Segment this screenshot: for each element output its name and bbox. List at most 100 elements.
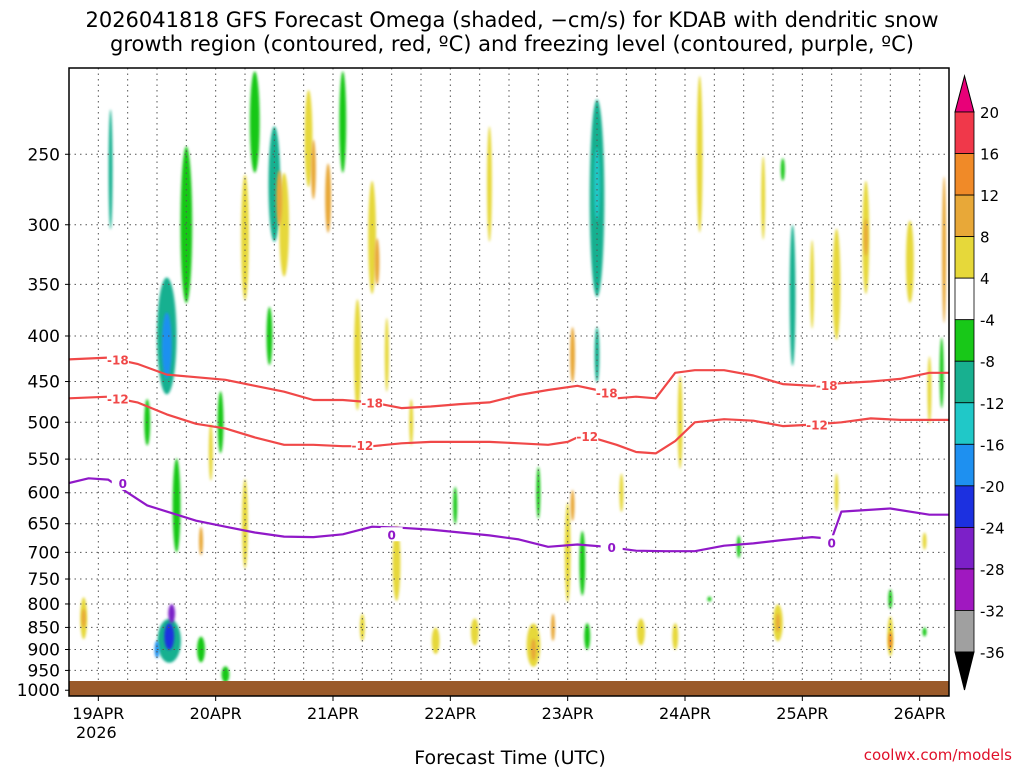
omega-cell <box>266 306 273 366</box>
y-tick-label: 850 <box>28 618 60 638</box>
contour-label-bg <box>600 539 623 554</box>
colorbar-label: -36 <box>980 644 1005 662</box>
omega-cell <box>707 596 712 602</box>
y-tick-label: 250 <box>28 145 60 165</box>
omega-cell <box>199 526 203 556</box>
colorbar-label: -32 <box>980 602 1005 620</box>
chart-title-line-2: growth region (contoured, red, ºC) and f… <box>110 32 914 56</box>
omega-cell <box>108 109 113 230</box>
x-tick-label: 22APR <box>424 704 476 723</box>
omega-cell <box>249 71 260 173</box>
omega-cell <box>905 220 914 303</box>
omega-cell <box>217 391 224 454</box>
contour-label-bg <box>576 428 599 443</box>
omega-cell <box>942 176 947 324</box>
colorbar-bottom-arrow <box>954 651 975 691</box>
omega-cell <box>832 228 841 340</box>
omega-cell <box>339 71 347 173</box>
colorbar-band <box>954 153 975 196</box>
contour-label: -12 <box>806 419 828 433</box>
contour-label-bg <box>820 535 843 550</box>
plot-frame <box>68 67 950 697</box>
omega-cell <box>922 532 927 550</box>
colorbar-label: -16 <box>980 436 1005 454</box>
contour-lines: -18 -18 -18 -18 -12 -12 -12 -12 0 0 0 0 <box>69 352 949 555</box>
omega-cell <box>470 618 479 646</box>
contour-line <box>69 356 949 410</box>
colorbar-label: 8 <box>980 229 990 247</box>
site-credit: coolwx.com/models <box>863 746 1012 764</box>
contour-label-bg <box>380 527 403 542</box>
y-tick-label: 800 <box>28 595 60 615</box>
omega-cell <box>696 75 703 233</box>
contour-label: -12 <box>351 439 373 453</box>
omega-cell <box>922 627 927 637</box>
colorbar-label: 16 <box>980 146 999 164</box>
colorbar-label: 4 <box>980 270 990 288</box>
omega-cell <box>392 525 401 601</box>
colorbar-label: -24 <box>980 519 1005 537</box>
y-tick-label: 350 <box>28 275 60 295</box>
omega-cell <box>584 623 591 650</box>
colorbar-top-arrow <box>954 74 975 113</box>
omega-cell <box>325 163 332 233</box>
colorbar-band <box>954 402 975 445</box>
omega-cell <box>637 618 645 646</box>
x-tick-label: 23APR <box>542 704 594 723</box>
contour-label: 0 <box>119 477 127 491</box>
omega-cell <box>81 608 86 628</box>
x-tick-label: 19APR <box>72 704 124 723</box>
omega-cell <box>672 623 679 650</box>
colorbar-band <box>954 236 975 279</box>
contour-label: -18 <box>361 396 383 410</box>
y-tick-label: 700 <box>28 543 60 563</box>
colorbar-label: -28 <box>980 561 1005 579</box>
x-tick-label: 26APR <box>894 704 946 723</box>
y-tick-label: 900 <box>28 641 60 661</box>
colorbar-label: 20 <box>980 104 999 122</box>
contour-label-bg <box>106 352 129 367</box>
omega-cell <box>374 238 380 286</box>
y-tick-label: 750 <box>28 570 60 590</box>
colorbar-band <box>954 610 975 653</box>
omega-cell <box>789 224 796 366</box>
omega-cell <box>927 356 932 424</box>
contour-label: -12 <box>107 392 129 406</box>
omega-cell <box>736 535 741 558</box>
omega-cell <box>359 613 365 642</box>
ground-layer <box>69 681 949 696</box>
colorbar-band <box>954 319 975 362</box>
omega-cell <box>453 486 458 525</box>
y-tick-label: 500 <box>28 413 60 433</box>
contour-label-bg <box>106 391 129 406</box>
omega-cell <box>834 473 839 513</box>
contour-label-bg <box>806 417 828 432</box>
omega-cell <box>164 623 175 650</box>
x-tick-label: 25APR <box>776 704 828 723</box>
y-tick-label: 550 <box>28 450 60 470</box>
contour-line <box>69 395 949 455</box>
contour-label: 0 <box>607 541 615 555</box>
omega-cell <box>619 473 624 513</box>
chart-title: 2026041818 GFS Forecast Omega (shaded, −… <box>0 8 1024 56</box>
x-tick-sublabel: 2026 <box>76 723 117 742</box>
colorbar-band <box>954 194 975 238</box>
omega-cell <box>775 613 780 633</box>
colorbar: 20 16 12 8 4 -4 -8 -12 -16 -20 -24 -28 -32 -36 <box>954 74 1005 691</box>
x-tick-label: 24APR <box>659 704 711 723</box>
chart-title-line-1: 2026041818 GFS Forecast Omega (shaded, −… <box>85 8 939 32</box>
omega-cell <box>221 666 230 683</box>
omega-cell <box>570 489 575 522</box>
colorbar-band <box>954 568 975 611</box>
contour-label: 0 <box>387 528 395 542</box>
omega-cell <box>276 170 283 226</box>
colorbar-label: 12 <box>980 187 999 205</box>
colorbar-label: -12 <box>980 395 1005 413</box>
omega-cell <box>570 327 575 383</box>
omega-cell <box>368 180 377 294</box>
colorbar-band <box>954 485 975 528</box>
y-tick-label: 400 <box>28 327 60 347</box>
colorbar-label: -4 <box>980 312 995 330</box>
